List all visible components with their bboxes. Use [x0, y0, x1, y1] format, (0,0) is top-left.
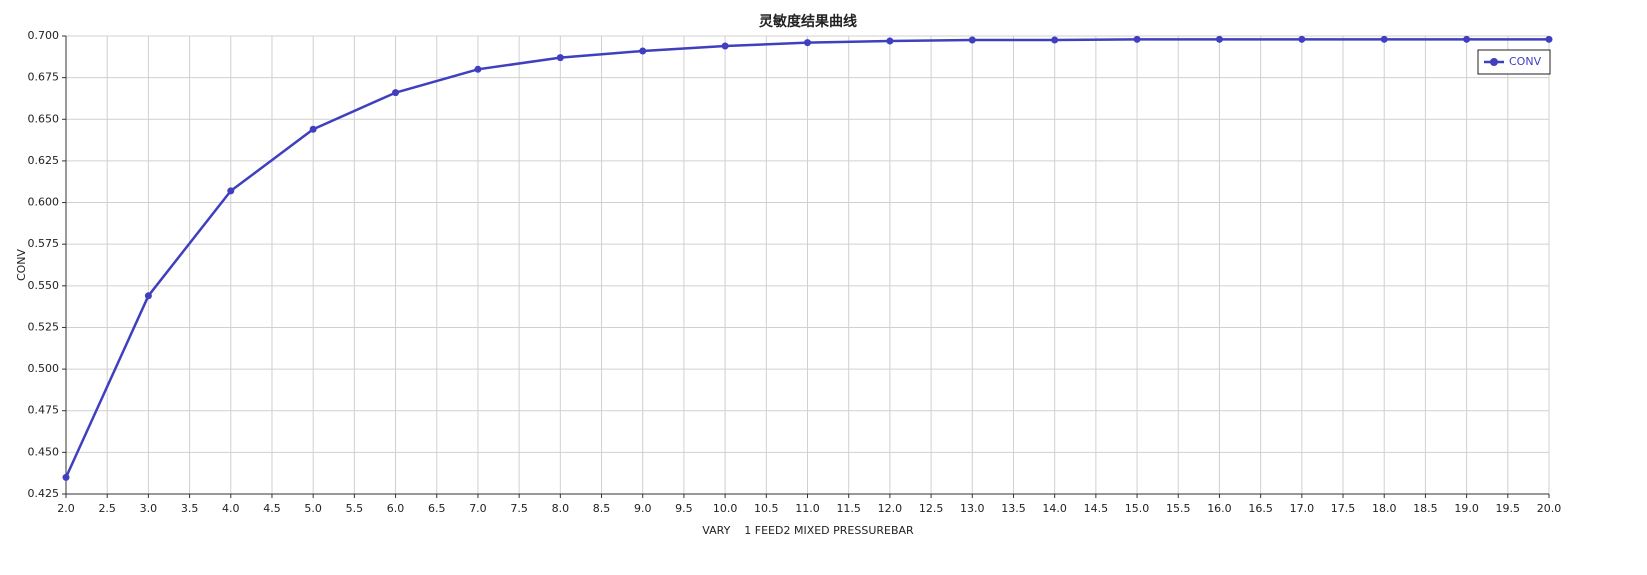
- data-point: [62, 473, 70, 481]
- y-tick-label: 0.625: [28, 154, 60, 167]
- x-tick-label: 10.5: [754, 502, 779, 515]
- x-tick-label: 8.0: [552, 502, 570, 515]
- x-tick-label: 19.0: [1454, 502, 1479, 515]
- legend: CONV: [1477, 49, 1551, 75]
- x-tick-label: 10.0: [713, 502, 738, 515]
- data-point: [309, 125, 317, 133]
- x-tick-label: 16.5: [1248, 502, 1273, 515]
- x-tick-label: 6.0: [387, 502, 405, 515]
- x-tick-label: 5.5: [346, 502, 364, 515]
- data-point: [1380, 35, 1388, 43]
- data-point: [144, 292, 152, 300]
- x-tick-label: 7.5: [510, 502, 528, 515]
- x-tick-label: 17.0: [1290, 502, 1315, 515]
- x-tick-label: 3.0: [140, 502, 158, 515]
- x-tick-label: 11.0: [795, 502, 820, 515]
- x-tick-label: 11.5: [836, 502, 861, 515]
- y-tick-label: 0.700: [28, 29, 60, 42]
- y-tick-label: 0.425: [28, 487, 60, 500]
- x-tick-label: 7.0: [469, 502, 487, 515]
- data-point: [886, 37, 894, 45]
- x-axis-label: VARY 1 FEED2 MIXED PRESSUREBAR: [702, 524, 914, 537]
- data-point: [968, 36, 976, 44]
- data-point: [556, 54, 564, 62]
- data-point: [227, 187, 235, 195]
- x-tick-label: 18.0: [1372, 502, 1397, 515]
- y-tick-label: 0.675: [28, 71, 60, 84]
- data-point: [1215, 35, 1223, 43]
- data-point: [1298, 35, 1306, 43]
- x-tick-label: 18.5: [1413, 502, 1438, 515]
- y-axis-label: CONV: [15, 248, 28, 281]
- x-tick-label: 19.5: [1496, 502, 1521, 515]
- x-tick-label: 5.0: [304, 502, 322, 515]
- y-tick-label: 0.525: [28, 320, 60, 333]
- data-point: [392, 89, 400, 97]
- x-tick-label: 4.5: [263, 502, 281, 515]
- x-tick-label: 20.0: [1537, 502, 1562, 515]
- data-point: [639, 47, 647, 55]
- x-tick-label: 2.5: [98, 502, 116, 515]
- data-point: [804, 39, 811, 47]
- data-point: [1133, 35, 1141, 43]
- data-point: [1051, 36, 1059, 44]
- x-tick-label: 17.5: [1331, 502, 1356, 515]
- y-tick-label: 0.475: [28, 404, 60, 417]
- x-tick-label: 8.5: [593, 502, 611, 515]
- y-tick-label: 0.450: [28, 445, 60, 458]
- x-tick-label: 13.0: [960, 502, 985, 515]
- x-tick-label: 15.0: [1125, 502, 1150, 515]
- x-tick-label: 2.0: [57, 502, 75, 515]
- x-tick-label: 9.0: [634, 502, 652, 515]
- y-tick-label: 0.650: [28, 112, 60, 125]
- x-tick-label: 16.0: [1207, 502, 1232, 515]
- data-point: [721, 42, 729, 50]
- x-tick-label: 12.5: [919, 502, 944, 515]
- data-point: [1545, 35, 1553, 43]
- y-tick-label: 0.600: [28, 196, 60, 209]
- x-tick-label: 14.0: [1042, 502, 1067, 515]
- y-tick-label: 0.550: [28, 279, 60, 292]
- x-tick-label: 12.0: [878, 502, 903, 515]
- x-tick-label: 14.5: [1084, 502, 1109, 515]
- x-tick-label: 4.0: [222, 502, 240, 515]
- y-tick-label: 0.500: [28, 362, 60, 375]
- legend-marker: [1490, 58, 1498, 66]
- x-tick-label: 13.5: [1001, 502, 1026, 515]
- x-tick-label: 3.5: [181, 502, 199, 515]
- data-point: [1463, 35, 1471, 43]
- x-tick-label: 15.5: [1166, 502, 1191, 515]
- x-tick-label: 6.5: [428, 502, 446, 515]
- data-point: [474, 65, 482, 73]
- x-tick-label: 9.5: [675, 502, 693, 515]
- y-tick-label: 0.575: [28, 237, 60, 250]
- chart-title: 灵敏度结果曲线: [759, 13, 857, 30]
- legend-label: CONV: [1509, 55, 1542, 68]
